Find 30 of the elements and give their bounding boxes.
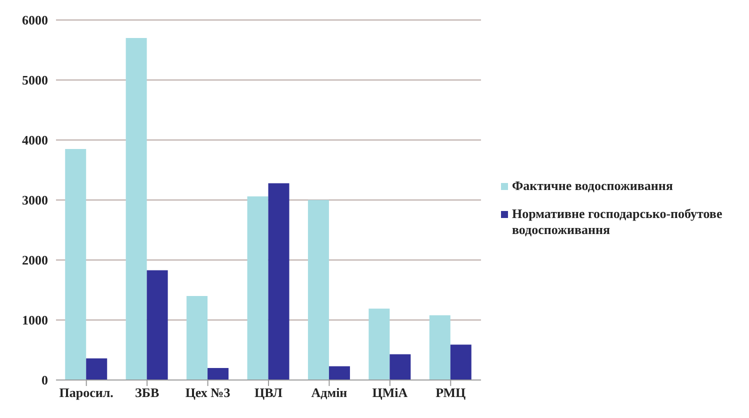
y-tick-label: 0 — [42, 372, 48, 388]
bar — [247, 196, 268, 380]
x-tick-label: ЦМіА — [372, 385, 408, 400]
bar — [146, 270, 168, 380]
y-tick-label: 4000 — [22, 132, 48, 148]
bar — [450, 344, 472, 380]
y-tick-label: 1000 — [22, 312, 48, 328]
legend-label: Нормативне господарсько-побутове водоспоживання — [512, 206, 724, 238]
y-tick-label: 6000 — [22, 12, 48, 28]
y-tick-label: 2000 — [22, 252, 48, 268]
bar — [368, 308, 390, 380]
bar — [429, 315, 450, 380]
bar — [65, 149, 86, 380]
bar — [186, 296, 208, 380]
y-tick-label: 5000 — [22, 72, 48, 88]
bar — [308, 200, 329, 380]
legend-label: Фактичне водоспоживання — [512, 178, 673, 194]
bar — [390, 354, 411, 380]
bar — [208, 368, 229, 380]
x-tick-label: Цех №3 — [185, 385, 231, 400]
bar — [86, 358, 108, 380]
bar — [126, 38, 147, 380]
bar — [268, 183, 290, 380]
x-tick-label: Паросил. — [59, 385, 114, 400]
x-tick-label: РМЦ — [436, 385, 466, 400]
x-tick-label: ЗБВ — [135, 385, 160, 400]
bar — [328, 366, 350, 380]
y-tick-label: 3000 — [22, 192, 48, 208]
x-tick-label: ЦВЛ — [254, 385, 283, 400]
x-tick-label: Адмін — [311, 385, 348, 400]
